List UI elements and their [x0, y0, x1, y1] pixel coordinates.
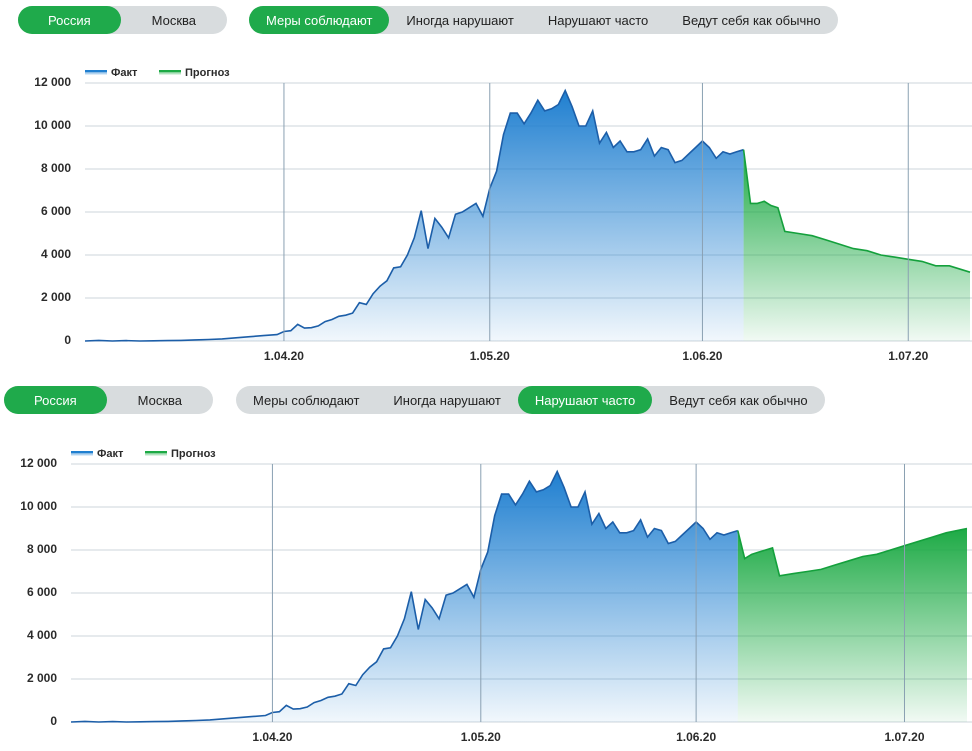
- area: [85, 90, 744, 341]
- y-tick-label: 0: [64, 333, 71, 347]
- y-tick-label: 10 000: [20, 499, 57, 513]
- tab[interactable]: Меры соблюдают: [249, 6, 390, 34]
- region-tabs: Россия Москва: [4, 386, 214, 414]
- y-tick-label: 4 000: [41, 247, 71, 261]
- y-tick-label: 8 000: [41, 161, 71, 175]
- tab[interactable]: Россия: [4, 386, 107, 414]
- y-tick-label: 10 000: [34, 118, 71, 132]
- legend-label: Факт: [97, 448, 124, 460]
- y-tick-label: 12 000: [20, 456, 57, 470]
- legend-swatch-top: [145, 451, 167, 453]
- y-tick-label: 6 000: [41, 204, 71, 218]
- scenario-tabs: Меры соблюдают Иногда нарушают Нарушают ча…: [236, 386, 825, 414]
- x-tick-label: 1.05.20: [470, 349, 510, 363]
- legend-swatch-top: [71, 451, 93, 453]
- x-tick-label: 1.06.20: [682, 349, 722, 363]
- x-tick-label: 1.04.20: [264, 349, 304, 363]
- tab[interactable]: Ведут себя как обычно: [669, 392, 808, 408]
- line: [84, 88, 744, 342]
- tab[interactable]: Нарушают часто: [517, 386, 653, 414]
- tab[interactable]: Москва: [137, 392, 183, 408]
- y-tick-label: 2 000: [41, 290, 71, 304]
- area: [743, 149, 970, 341]
- area: [737, 528, 967, 722]
- line: [737, 527, 968, 577]
- x-tick-label: 1.05.20: [461, 730, 501, 744]
- y-tick-label: 12 000: [34, 75, 71, 89]
- legend-label: Факт: [111, 67, 138, 79]
- tab[interactable]: Иногда нарушают: [406, 12, 514, 28]
- legend-swatch-top: [159, 70, 181, 72]
- legend-swatch: [85, 70, 107, 75]
- tab[interactable]: Москва: [151, 12, 197, 28]
- x-tick-label: 1.04.20: [252, 730, 292, 744]
- y-tick-label: 2 000: [27, 671, 57, 685]
- tab[interactable]: Нарушают часто: [547, 12, 649, 28]
- area: [71, 471, 738, 722]
- legend-swatch-top: [85, 70, 107, 72]
- x-tick-label: 1.06.20: [676, 730, 716, 744]
- legend-label: Прогноз: [185, 67, 230, 79]
- tab[interactable]: Россия: [18, 6, 121, 34]
- y-tick-label: 8 000: [27, 542, 57, 556]
- tab[interactable]: Ведут себя как обычно: [682, 12, 821, 28]
- y-tick-label: 0: [50, 714, 57, 728]
- line: [70, 469, 739, 723]
- tab[interactable]: Иногда нарушают: [393, 392, 501, 408]
- y-tick-label: 4 000: [27, 628, 57, 642]
- x-tick-label: 1.07.20: [884, 730, 924, 744]
- region-tabs: Россия Москва: [18, 6, 228, 34]
- legend-label: Прогноз: [171, 448, 216, 460]
- tab[interactable]: Меры соблюдают: [253, 392, 360, 408]
- scenario-tabs: Меры соблюдают Иногда нарушают Нарушают ча…: [249, 6, 838, 34]
- legend-swatch: [159, 70, 181, 75]
- legend-swatch: [145, 451, 167, 456]
- x-tick-label: 1.07.20: [888, 349, 928, 363]
- y-tick-label: 6 000: [27, 585, 57, 599]
- legend-swatch: [71, 451, 93, 456]
- line: [742, 149, 971, 273]
